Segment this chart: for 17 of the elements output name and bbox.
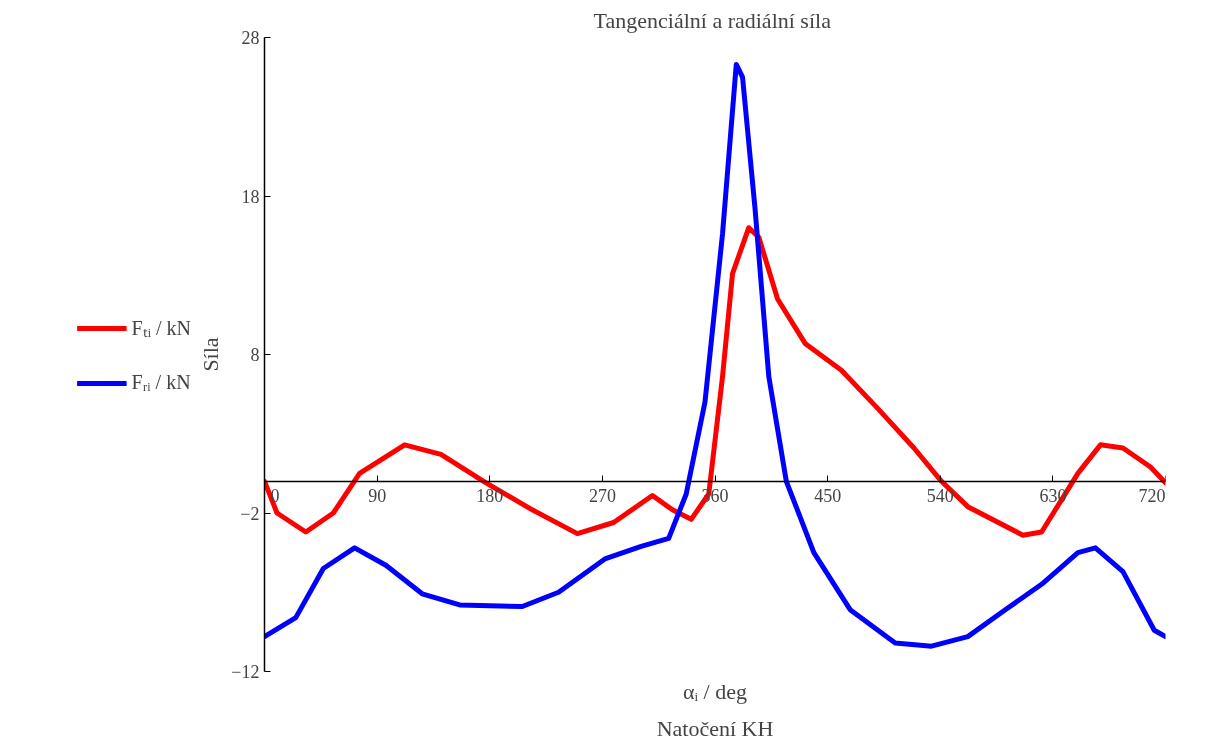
y-tick-label: −12 [231, 662, 260, 682]
x-tick-label: 450 [814, 486, 842, 507]
y-tick-label: 28 [241, 28, 260, 48]
x-tick-label: 540 [926, 486, 954, 507]
legend-label: Fᵣᵢ / kN [131, 371, 191, 394]
x-tick-label: 90 [368, 486, 387, 507]
y-tick-label: 18 [241, 186, 260, 207]
x-tick-label: 180 [476, 486, 504, 507]
chart-title: Tangenciální a radiální síla [593, 7, 832, 33]
x-tick-label: 270 [588, 486, 616, 507]
legend-label: Fₜᵢ / kN [131, 316, 191, 341]
y-tick-label: 8 [250, 345, 260, 365]
y-tick-label: −2 [240, 503, 260, 524]
x-tick-label: 720 [1138, 486, 1166, 507]
y-axis-title: Síla [198, 337, 224, 372]
text: Natočení KH [656, 715, 774, 741]
x-axis-title: αᵢ / deg [683, 678, 748, 704]
